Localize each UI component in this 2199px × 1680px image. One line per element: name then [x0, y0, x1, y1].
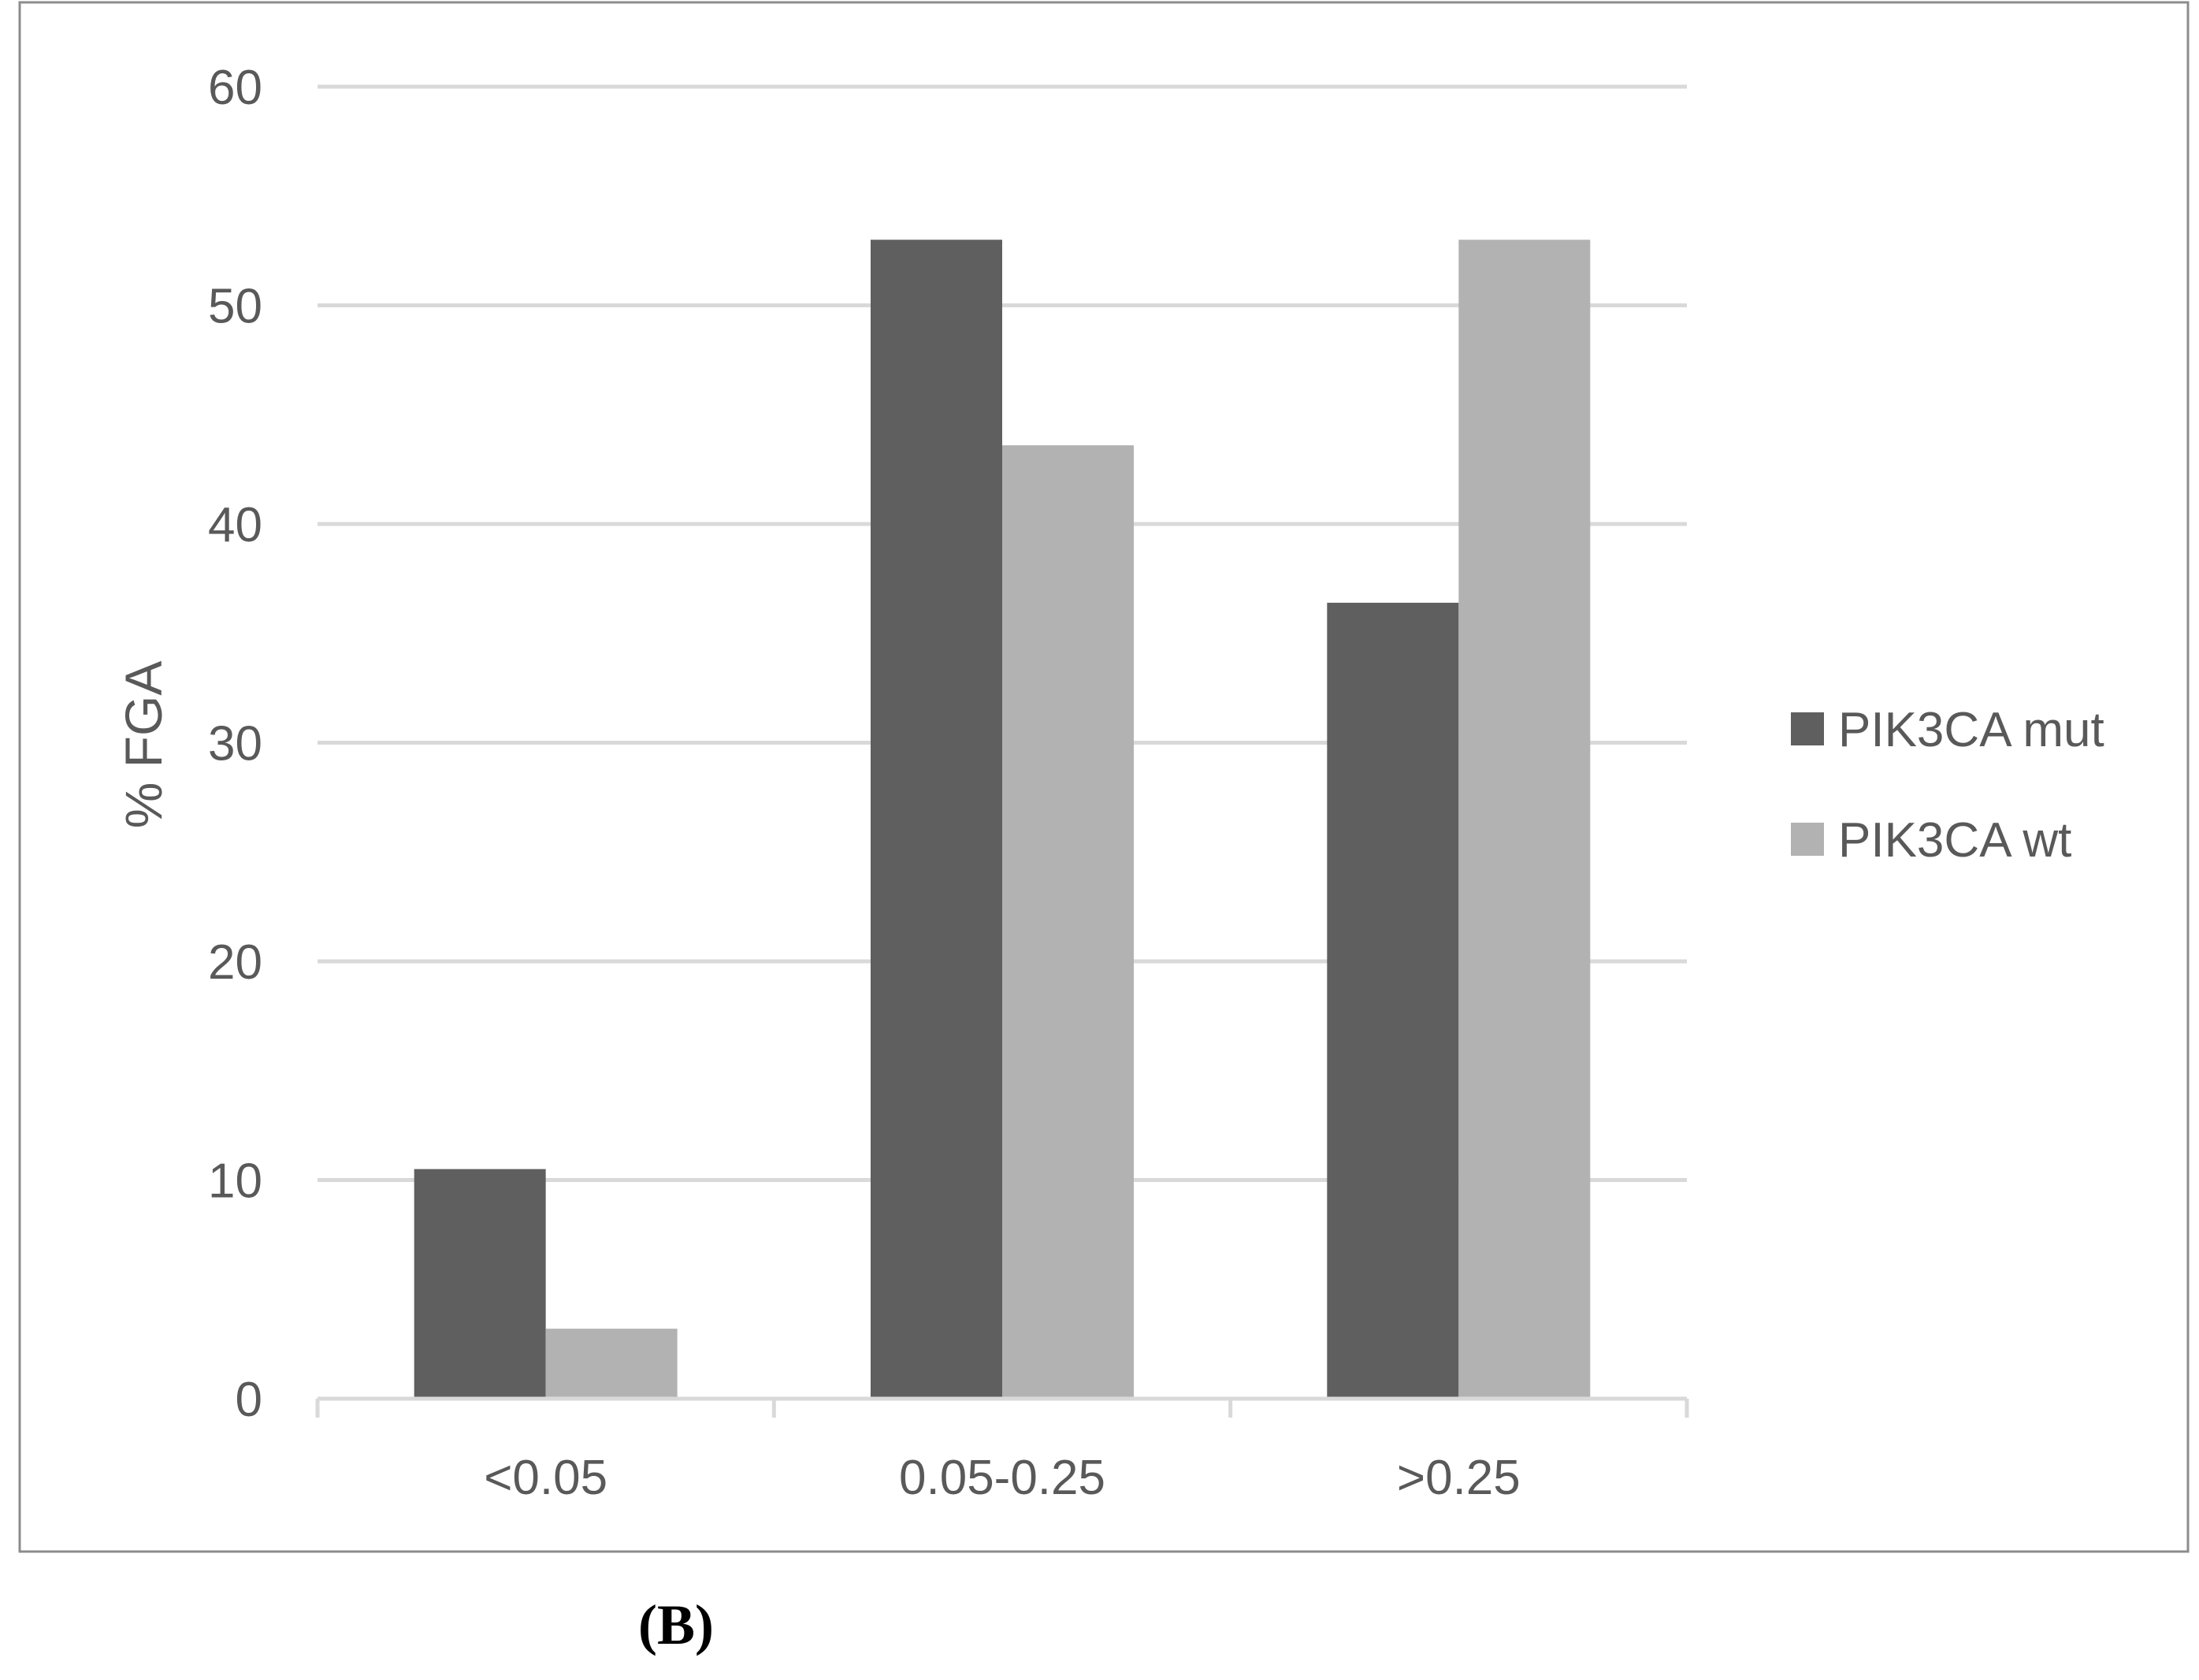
legend-swatch — [1791, 823, 1824, 856]
legend-label: PIK3CA mut — [1838, 703, 2104, 757]
y-tick-label: 30 — [208, 717, 262, 771]
y-tick-label: 60 — [208, 61, 262, 115]
panel-label: (B) — [638, 1593, 714, 1656]
bar-mut — [414, 1169, 546, 1399]
y-tick-label: 10 — [208, 1154, 262, 1209]
x-tick-label: >0.25 — [1397, 1451, 1521, 1505]
bar-wt — [1002, 445, 1134, 1399]
bar-wt — [1458, 240, 1591, 1399]
y-tick-label: 0 — [236, 1373, 262, 1427]
bar-mut — [871, 240, 1002, 1399]
x-tick-label: 0.05-0.25 — [899, 1451, 1105, 1505]
y-axis-title: % FGA — [114, 661, 173, 829]
x-axis — [315, 1396, 1689, 1418]
y-tick-label: 40 — [208, 498, 262, 552]
legend: PIK3CA mut PIK3CA wt — [1791, 703, 2104, 868]
x-tick-label: <0.05 — [484, 1451, 607, 1505]
bar-wt — [545, 1329, 678, 1399]
y-tick-labels: 0 10 20 30 40 50 60 — [208, 61, 262, 1427]
legend-item: PIK3CA wt — [1791, 813, 2071, 868]
legend-label: PIK3CA wt — [1838, 813, 2071, 868]
bar-mut — [1327, 602, 1459, 1399]
legend-swatch — [1791, 712, 1824, 745]
y-tick-label: 20 — [208, 935, 262, 990]
bars — [414, 240, 1591, 1399]
y-tick-label: 50 — [208, 280, 262, 334]
x-tick-labels: <0.05 0.05-0.25 >0.25 — [484, 1451, 1521, 1505]
legend-item: PIK3CA mut — [1791, 703, 2104, 757]
